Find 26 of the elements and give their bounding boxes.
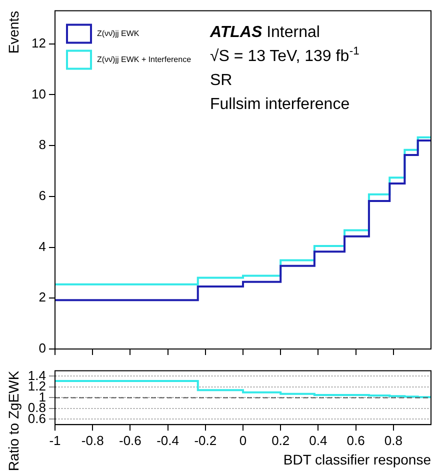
y-tick-label: 8: [38, 137, 46, 152]
annotation: Fullsim interference: [210, 96, 350, 113]
x-tick-label: 0.4: [309, 432, 328, 448]
y-tick-label: 6: [38, 188, 46, 204]
legend-label: Z(νν̄)jj EWK: [97, 29, 140, 38]
legend-label: Z(νν̄)jj EWK + Interference: [97, 55, 192, 64]
y-axis-title: Ratio to ZgEWK: [5, 370, 22, 471]
x-tick-label: 0.8: [384, 432, 402, 448]
y-tick-label: 10: [32, 86, 46, 102]
y-tick-label: 0: [38, 340, 46, 356]
y-tick-label: 12: [32, 35, 46, 50]
x-tick-label: -0.6: [118, 432, 142, 448]
y-tick-label: 2: [38, 290, 46, 305]
y-tick-label: 4: [38, 238, 46, 254]
x-tick-label: 0: [239, 432, 247, 448]
x-tick-label: -1: [49, 432, 61, 448]
annotation: ATLAS Internal: [209, 24, 320, 41]
x-tick-label: 0.6: [346, 432, 365, 448]
y-tick-label: 1.2: [28, 378, 46, 394]
x-tick-label: -0.8: [81, 432, 104, 448]
x-tick-label: -0.2: [194, 432, 217, 448]
x-tick-label: -0.4: [156, 432, 180, 448]
y-axis-title: Events: [5, 10, 22, 54]
x-tick-label: 0.2: [272, 432, 290, 448]
annotation: SR: [210, 72, 232, 89]
x-axis-title: BDT classifier response: [283, 451, 432, 468]
